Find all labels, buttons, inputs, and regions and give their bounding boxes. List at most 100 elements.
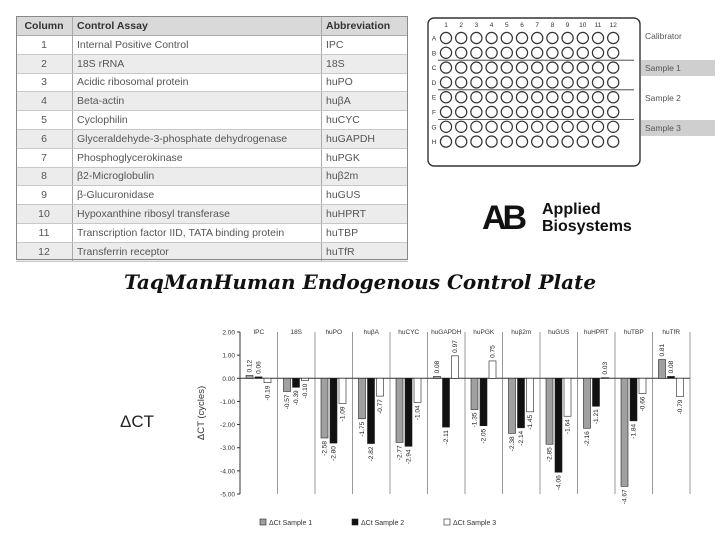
plate-well [439,46,453,60]
bar-value-label: -4.06 [556,475,563,490]
plate-column-label: 10 [579,22,587,29]
cell-column: 8 [16,167,73,187]
cell-control-assay: 18S rRNA [72,54,322,74]
cell-control-assay: Glyceraldehyde-3-phosphate dehydrogenase [72,129,322,149]
plate-well [591,135,605,148]
cell-column: 9 [16,185,73,206]
plate-well [591,76,605,89]
logo-line2: Biosystems [542,218,632,235]
legend-swatch [259,518,267,526]
plate-well [439,135,453,148]
plate-well [515,135,529,148]
plate-well [500,90,514,104]
legend-label: ΔCt Sample 2 [361,520,404,527]
plate-column-label: 9 [566,22,570,29]
legend-label: ΔCt Sample 3 [453,520,496,527]
plate-well [470,90,483,104]
plate-sample-labels: Calibrator Sample 1 Sample 2 Sample 3 [641,0,720,160]
cell-abbreviation: huHPRT [321,204,408,224]
category-label: huPO [325,329,342,336]
bar [545,377,554,445]
plate-well [515,90,529,104]
bar-value-label: -2.58 [322,441,329,456]
plate-column-label: 7 [535,22,539,29]
cell-control-assay: Cyclophilin [72,110,322,130]
plate-well [546,135,559,148]
plate-well [561,120,574,134]
cell-control-assay: Transferrin receptor [72,242,322,262]
category-label: huGAPDH [431,329,462,336]
table-row: 12 Transferrin receptor huTfR [16,242,408,262]
bar [638,377,647,394]
cell-abbreviation: huPO [321,73,408,93]
plate-well [470,76,483,89]
bar [563,377,572,417]
bar [517,377,525,429]
plate-well [561,76,574,89]
bar [329,377,338,444]
legend-swatch [351,518,359,526]
plate-well [546,61,559,74]
bar-value-label: -2.14 [518,430,525,445]
plate-well [500,120,514,134]
bar [301,377,309,381]
plate-well [591,105,605,119]
table-row: 11 Transcription factor IID, TATA binding… [16,223,408,243]
plate-well [515,76,529,89]
legend-swatch [443,518,451,526]
category-label: IPC [253,329,264,336]
plate-column-label: 3 [475,22,479,29]
plate-well [606,105,620,119]
cell-abbreviation: huGAPDH [321,129,408,149]
plate-well [485,31,498,45]
logo-line1: Applied [542,201,601,218]
plate-well [546,46,559,60]
cell-column: 5 [16,110,73,130]
plate-well [576,135,589,148]
plate-well [500,31,514,45]
plate-row-label: E [432,95,437,102]
plate-well [530,90,544,104]
plate-well [485,61,498,74]
plate-well [530,120,544,134]
plate-well [439,31,453,45]
delta-ct-bar-chart: 2.00 1.00 0.00 -1.00 -2.00 -3.00 -4.00 -5.00 ΔCT… [196,329,691,527]
bar-value-label: -1.21 [593,409,600,424]
category-label: huβA [364,329,380,336]
bar-value-label: -0.39 [293,390,300,405]
cell-control-assay: Hypoxanthine ribosyl transferase [72,204,322,224]
plate-well [500,135,514,148]
table-header-row: Column Control Assay Abbreviation [16,16,408,36]
bar [263,377,272,383]
plate-well [515,61,529,74]
plate-well [606,90,620,104]
cell-abbreviation: huCYC [321,110,408,130]
plate-well [561,105,574,119]
plate-well [439,90,453,104]
plate-row-label: C [432,65,437,72]
bar [451,355,459,379]
bar-value-label: 0.81 [659,344,666,357]
plate-well [500,105,514,119]
plate-row-label: F [432,110,436,117]
plate-column-label: 4 [490,22,494,29]
y-tick-label: 1.00 [222,353,235,360]
plate-well [561,46,574,60]
plate-well [455,61,468,74]
plate-well [455,105,468,119]
cell-abbreviation: huPGK [321,148,408,168]
header-control-assay: Control Assay [72,16,322,36]
y-axis-label: ΔCT (cycles) [196,386,207,440]
plate-well [591,31,605,45]
bar-value-label: 0.97 [452,340,459,353]
page-title: TaqManHuman Endogenous Control Plate [123,270,597,294]
plate-column-label: 1 [444,22,448,29]
bar-value-label: -1.84 [631,423,638,438]
cell-abbreviation: huGUS [321,185,408,206]
cell-column: 4 [16,91,73,112]
cell-abbreviation: 18S [321,54,408,74]
plate-label: Sample 3 [641,120,715,136]
bar [413,377,422,403]
plate-well [591,46,605,60]
